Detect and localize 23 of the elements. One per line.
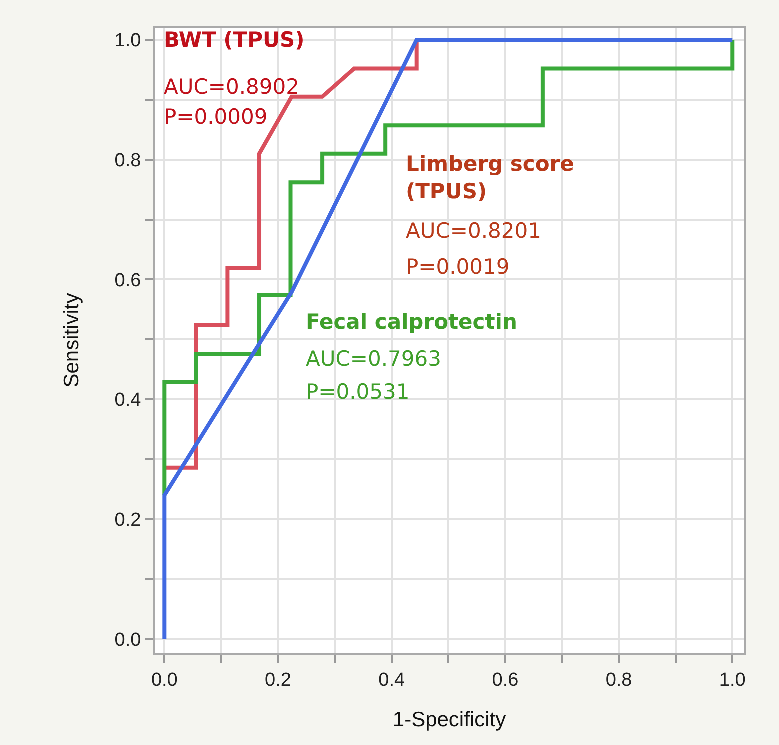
x-tick-label: 1.0	[719, 670, 746, 691]
y-tick-label: 1.0	[114, 30, 142, 52]
y-tick-label: 0.4	[114, 390, 142, 412]
annotation: Fecal calprotectin	[306, 310, 518, 334]
y-axis-title: Sensitivity	[60, 292, 84, 388]
annotation: AUC=0.8902	[164, 75, 300, 99]
annotation: P=0.0009	[164, 105, 268, 129]
y-tick-label: 0.2	[114, 510, 142, 532]
annotation: Limberg score (TPUS)	[406, 152, 574, 204]
x-tick-label: 0.4	[378, 670, 406, 691]
annotation: P=0.0019	[406, 255, 510, 279]
x-tick-label: 0.8	[606, 670, 632, 691]
annotation: P=0.0531	[306, 380, 410, 404]
x-tick-label: 0.6	[492, 670, 519, 691]
y-tick-label: 0.0	[114, 630, 142, 651]
y-tick-label: 0.8	[114, 150, 142, 172]
y-tick-label: 0.6	[114, 270, 142, 292]
annotation: AUC=0.7963	[306, 347, 442, 371]
annotation: AUC=0.8201	[406, 219, 542, 243]
x-tick-label: 0.0	[151, 670, 178, 691]
x-axis-title: 1-Specificity	[392, 708, 507, 732]
annotation: BWT (TPUS)	[164, 28, 305, 52]
x-tick-label: 0.2	[265, 670, 292, 691]
